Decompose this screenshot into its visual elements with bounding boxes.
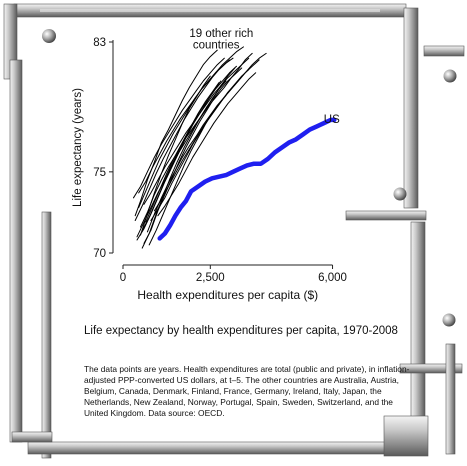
y-tick-label: 75 — [93, 167, 106, 179]
y-tick-label: 83 — [93, 37, 106, 49]
frame-bar-corner-br — [383, 415, 429, 457]
series-line-country — [143, 57, 250, 205]
series-line-country — [133, 57, 225, 199]
series-layer — [133, 46, 337, 249]
series-line-country — [138, 59, 230, 209]
x-tick-label: 2,500 — [196, 272, 225, 284]
x-tick-label: 6,000 — [318, 272, 347, 284]
series-line-country — [141, 82, 220, 231]
series-line-country — [134, 57, 234, 221]
frame-bar-right-lower — [410, 221, 426, 419]
frame-knob — [443, 69, 457, 83]
frame-knob — [442, 313, 456, 327]
x-axis-label: Health expenditures per capita ($) — [137, 288, 318, 302]
frame-bar-bottom — [27, 441, 389, 455]
frame-bar-right-lower-v — [445, 343, 456, 455]
x-tick-label: 0 — [120, 272, 126, 284]
series-line-country — [157, 72, 257, 217]
axes-layer — [109, 40, 334, 269]
chart-annotation: 19 other rich — [189, 28, 253, 40]
chart-annotation: countries — [193, 39, 240, 51]
frame-bar-top-inner — [40, 9, 380, 12]
frame-bar-bottom-left — [11, 431, 53, 443]
frame-bar-right-stub — [423, 45, 465, 57]
frame-bar-right-lower-h — [399, 363, 463, 374]
y-tick-label: 70 — [93, 248, 106, 260]
frame-bar-left-inner — [41, 211, 52, 459]
frame-bar-right-mid — [345, 210, 427, 221]
y-axis-label: Life expectancy (years) — [72, 88, 84, 207]
series-line-country — [153, 52, 267, 212]
chart-caption-title: Life expectancy by health expenditures p… — [84, 325, 398, 337]
frame-knob — [393, 187, 407, 201]
series-line-country — [138, 46, 244, 194]
series-line-us — [157, 117, 337, 241]
chart-caption-body: The data points are years. Health expend… — [84, 364, 410, 419]
chart-annotation: US — [324, 114, 340, 126]
frame-bar-right-upper — [403, 7, 419, 209]
frame-bar-left — [9, 59, 23, 443]
series-line-country — [148, 95, 227, 246]
series-line-country — [134, 49, 218, 217]
series-line-country — [141, 80, 227, 249]
frame-knob — [42, 29, 56, 43]
